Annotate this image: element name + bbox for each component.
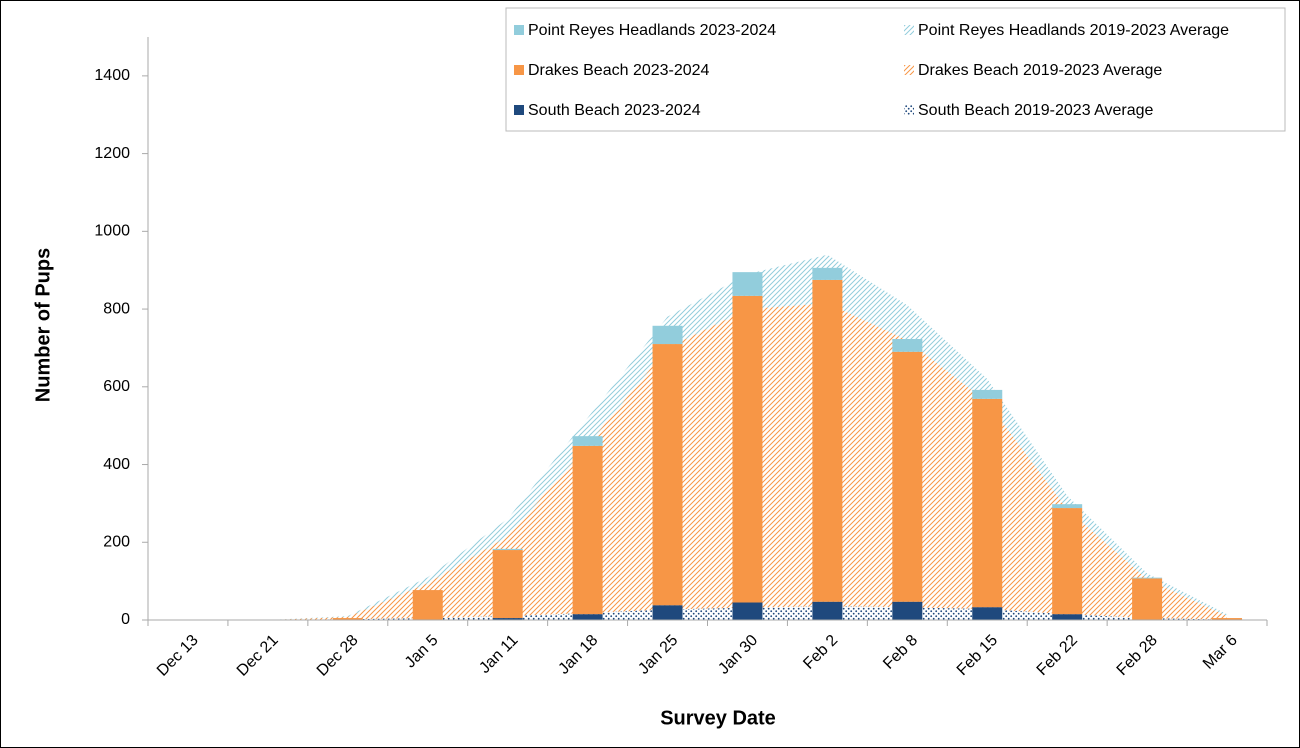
bar	[492, 548, 523, 551]
bar	[972, 389, 1003, 399]
legend-label: Drakes Beach 2023-2024	[528, 62, 710, 79]
bar	[492, 618, 523, 620]
legend-label: South Beach 2019-2023 Average	[918, 102, 1154, 119]
bar	[812, 601, 843, 620]
legend-swatch	[904, 105, 914, 115]
x-tick-label: Jan 30	[715, 632, 761, 678]
bar	[732, 602, 763, 620]
bar	[412, 590, 443, 620]
average-area	[188, 254, 1227, 620]
bar	[1132, 578, 1163, 620]
x-tick-label: Feb 22	[1034, 632, 1081, 679]
x-tick-label: Jan 18	[555, 632, 601, 678]
y-tick-label: 1200	[94, 145, 130, 162]
bar	[572, 614, 603, 620]
y-tick-label: 1000	[94, 223, 130, 240]
average-area	[188, 606, 1227, 620]
y-tick-label: 800	[103, 300, 130, 317]
bar	[492, 550, 523, 619]
x-tick-label: Feb 8	[880, 632, 921, 673]
bar	[812, 279, 843, 602]
legend-label: Point Reyes Headlands 2023-2024	[528, 22, 776, 39]
bar	[972, 398, 1003, 608]
x-axis-title: Survey Date	[660, 707, 776, 729]
legend-box	[505, 7, 1286, 132]
legend-label: Point Reyes Headlands 2019-2023 Average	[918, 22, 1229, 39]
x-tick-label: Dec 28	[314, 632, 362, 680]
bar	[732, 272, 763, 296]
y-tick-label: 200	[103, 533, 130, 550]
x-tick-label: Jan 11	[476, 632, 521, 677]
bar	[892, 338, 923, 352]
x-tick-label: Dec 21	[234, 632, 282, 680]
bar	[1132, 577, 1163, 579]
bar	[652, 344, 683, 606]
x-tick-label: Mar 6	[1200, 632, 1241, 673]
bar	[652, 605, 683, 620]
average-area	[188, 303, 1227, 620]
bar	[572, 436, 603, 446]
y-tick-label: 0	[121, 611, 130, 628]
legend-swatch	[514, 25, 524, 35]
x-tick-label: Feb 2	[800, 632, 841, 673]
bar	[1052, 614, 1083, 620]
bar	[732, 295, 763, 603]
y-axis-title: Number of Pups	[32, 248, 54, 402]
bar	[332, 618, 363, 620]
y-tick-label: 600	[103, 378, 130, 395]
x-tick-label: Feb 15	[954, 632, 1001, 679]
legend-swatch	[514, 105, 524, 115]
y-tick-label: 1400	[94, 67, 130, 84]
x-tick-label: Jan 5	[402, 632, 442, 672]
legend-label: Drakes Beach 2019-2023 Average	[918, 62, 1162, 79]
bar	[892, 351, 923, 602]
legend-swatch	[904, 65, 914, 75]
x-tick-label: Feb 28	[1114, 632, 1161, 679]
legend-swatch	[514, 65, 524, 75]
legend-label: South Beach 2023-2024	[528, 102, 701, 119]
bar	[1052, 508, 1083, 615]
bar	[572, 445, 603, 615]
bar	[812, 267, 843, 280]
x-tick-label: Jan 25	[635, 632, 681, 678]
bar	[1052, 504, 1083, 509]
x-tick-label: Dec 13	[154, 632, 202, 680]
legend-swatch	[904, 25, 914, 35]
bar	[652, 325, 683, 345]
bar	[892, 601, 923, 620]
bar	[972, 607, 1003, 620]
y-tick-label: 400	[103, 456, 130, 473]
bar	[1212, 618, 1243, 620]
